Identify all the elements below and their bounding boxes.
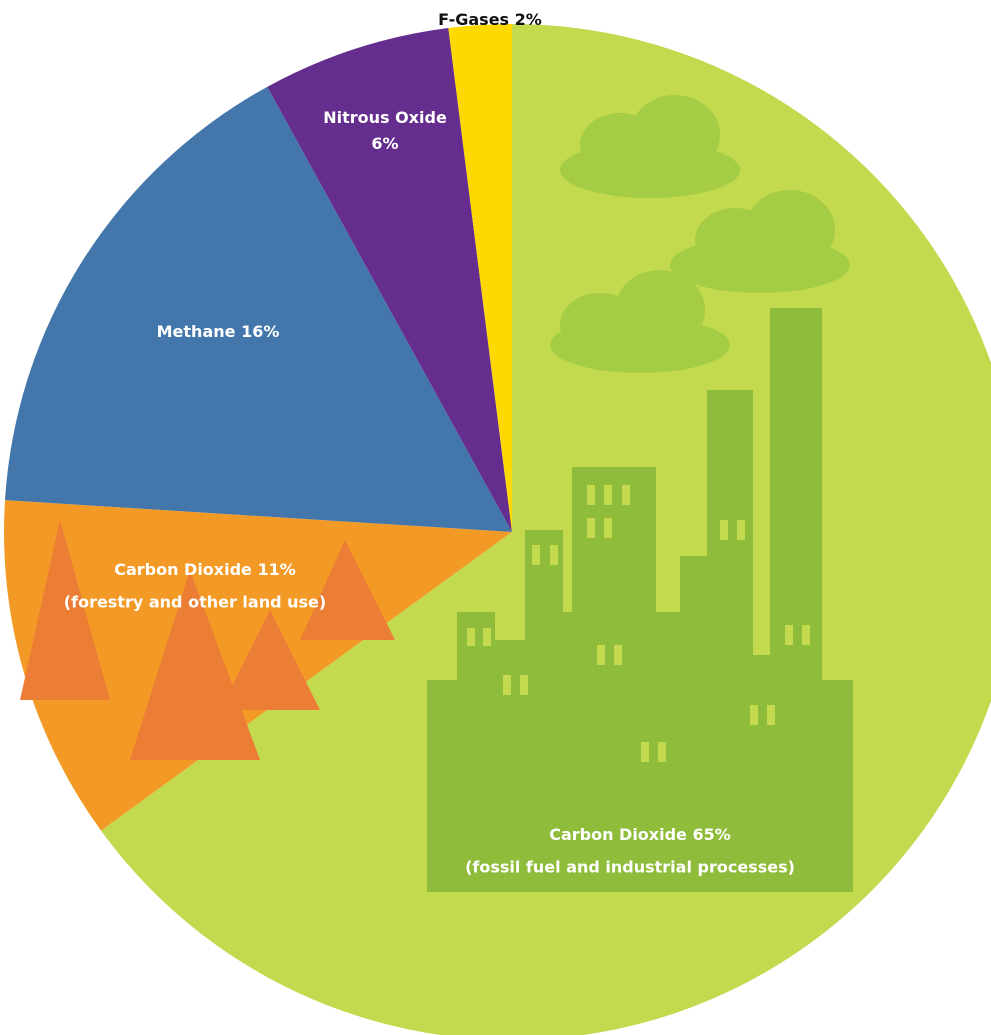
labels: Carbon Dioxide 65% (fossil fuel and indus… [64,10,795,877]
value-label: 65% [692,825,730,844]
category-label: Carbon Dioxide [114,560,252,579]
slice-label: Carbon Dioxide 11% [114,560,296,579]
category-label: Carbon Dioxide [549,825,687,844]
decoration [20,95,853,892]
slice-label: Nitrous Oxide 6% [323,108,447,153]
slice-detail: (fossil fuel and industrial processes) [465,858,795,877]
value-label: 6% [371,134,398,153]
slice-label: Methane 16% [157,322,280,341]
pie-slice [448,24,512,532]
slice-label: Carbon Dioxide 65% [549,825,731,844]
category-label: Nitrous Oxide [323,108,447,127]
category-label: Methane [157,322,236,341]
slice-label: F-Gases 2% [438,10,542,29]
category-label: F-Gases [438,10,509,29]
slice-detail: (forestry and other land use) [64,593,326,612]
value-label: 11% [257,560,295,579]
pie-slice [5,86,513,532]
value-label: 16% [241,322,279,341]
value-label: 2% [515,10,542,29]
clouds [550,95,850,373]
pie-slice [267,28,512,532]
factory [427,308,853,892]
trees [20,520,395,760]
windows [467,485,810,762]
